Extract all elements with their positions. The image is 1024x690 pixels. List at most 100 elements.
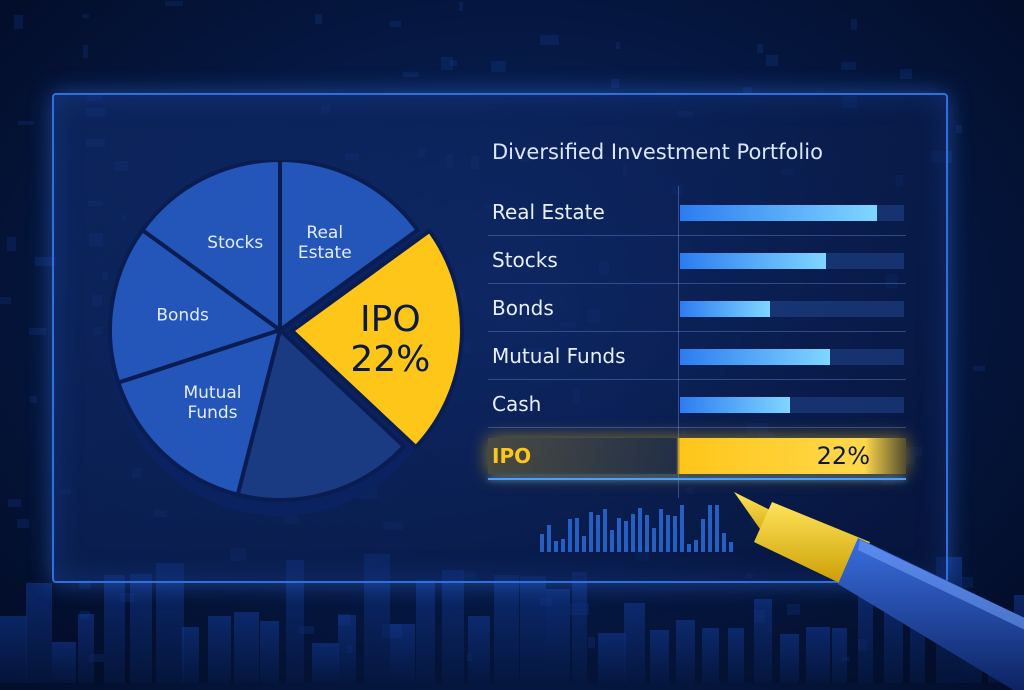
bg-block [120, 593, 134, 602]
bg-block [298, 626, 315, 634]
bg-block [35, 256, 57, 266]
mini-bar [603, 509, 607, 552]
list-divider-line [678, 186, 679, 498]
bg-block [16, 518, 29, 529]
bg-block [900, 69, 913, 79]
bg-block [14, 15, 24, 30]
bg-block [28, 327, 46, 336]
pie-slice-bonds [108, 227, 285, 386]
bar-fill-bonds [680, 301, 770, 317]
mini-bar [638, 507, 642, 552]
bg-block [539, 598, 552, 606]
list-label-bonds: Bonds [492, 296, 554, 320]
bg-block [743, 87, 752, 94]
portfolio-title: Diversified Investment Portfolio [492, 140, 823, 164]
bg-block [314, 14, 323, 24]
bg-building [728, 627, 745, 683]
mini-bar [596, 515, 600, 552]
mini-bar [624, 520, 628, 552]
bg-block [82, 45, 89, 58]
mini-bar [547, 524, 551, 552]
pie-label-real-estate: Real Estate [298, 223, 352, 263]
bg-block [960, 577, 973, 588]
bg-block [441, 56, 454, 70]
pie-label-bonds: Bonds [156, 306, 209, 326]
bg-building [650, 629, 670, 683]
bg-building [598, 632, 626, 683]
bg-block [851, 19, 858, 31]
bg-block [18, 120, 34, 125]
bg-block [610, 78, 620, 89]
bar-track-real-estate [680, 205, 904, 221]
mini-bar [673, 515, 677, 552]
mini-bar [666, 514, 670, 552]
bg-block [81, 13, 89, 19]
pie-chart-svg: Real Estate IPO 22% Mutual Funds Bonds Stocks [108, 157, 464, 516]
bar-fill-stocks [680, 253, 826, 269]
bg-building [416, 579, 435, 683]
mini-bar [701, 518, 705, 552]
mini-bar [589, 512, 593, 552]
bg-building [520, 575, 546, 683]
bg-building [390, 624, 415, 683]
bg-building [52, 641, 76, 683]
bg-building [182, 627, 200, 683]
bg-block [757, 44, 763, 53]
bg-building [468, 616, 490, 683]
list-label-cash: Cash [492, 392, 542, 416]
mini-bar [610, 529, 614, 552]
bg-block [89, 653, 104, 663]
mini-bar [645, 515, 649, 552]
bg-building [234, 612, 260, 683]
bar-track-bonds [680, 301, 904, 317]
bg-building [260, 620, 280, 683]
bg-block [403, 71, 419, 77]
bg-building [832, 628, 847, 683]
bg-block [78, 580, 91, 590]
bg-block [390, 21, 402, 28]
mini-bar [582, 536, 586, 552]
pie-slice-unlabeled [235, 326, 407, 502]
bg-block [955, 124, 962, 134]
mini-bar [568, 518, 572, 552]
mini-bar [680, 504, 684, 552]
mini-bar [708, 504, 712, 552]
bg-block [29, 396, 37, 404]
bg-block [0, 297, 12, 305]
pie-chart: Real Estate IPO 22% Mutual Funds Bonds Stocks [100, 157, 470, 520]
bg-building [702, 628, 720, 683]
row-separator [488, 379, 906, 380]
list-label-ipo: IPO [492, 444, 532, 468]
bar-track-mutual-funds [680, 349, 904, 365]
bg-building [806, 627, 830, 683]
bg-block [615, 41, 620, 49]
bg-block [164, 0, 183, 6]
mini-bar [575, 517, 579, 552]
list-row-mutual-funds: Mutual Funds [488, 332, 906, 380]
bg-building [104, 574, 126, 683]
list-label-real-estate: Real Estate [492, 200, 605, 224]
bg-block [840, 62, 857, 70]
bg-block [8, 499, 22, 508]
mini-bar [631, 513, 635, 552]
mini-bar [729, 541, 733, 552]
bg-block [491, 61, 506, 73]
bg-building [442, 569, 464, 683]
bg-building [858, 589, 874, 683]
mini-bar [687, 543, 691, 552]
bg-building [208, 616, 232, 683]
row-separator [488, 427, 906, 428]
mini-bar [652, 528, 656, 552]
bg-building [78, 613, 94, 683]
bg-building [26, 583, 53, 683]
list-row-cash: Cash [488, 380, 906, 428]
pie-label-mutual-funds: Mutual Funds [183, 383, 241, 423]
pie-slice-ipo [288, 228, 464, 450]
bg-building [754, 599, 772, 683]
bg-building [286, 559, 305, 683]
mini-bar [561, 539, 565, 552]
bg-block [765, 55, 778, 67]
ipo-underline [488, 478, 906, 480]
mini-bar [617, 517, 621, 552]
mini-bar [659, 509, 663, 552]
